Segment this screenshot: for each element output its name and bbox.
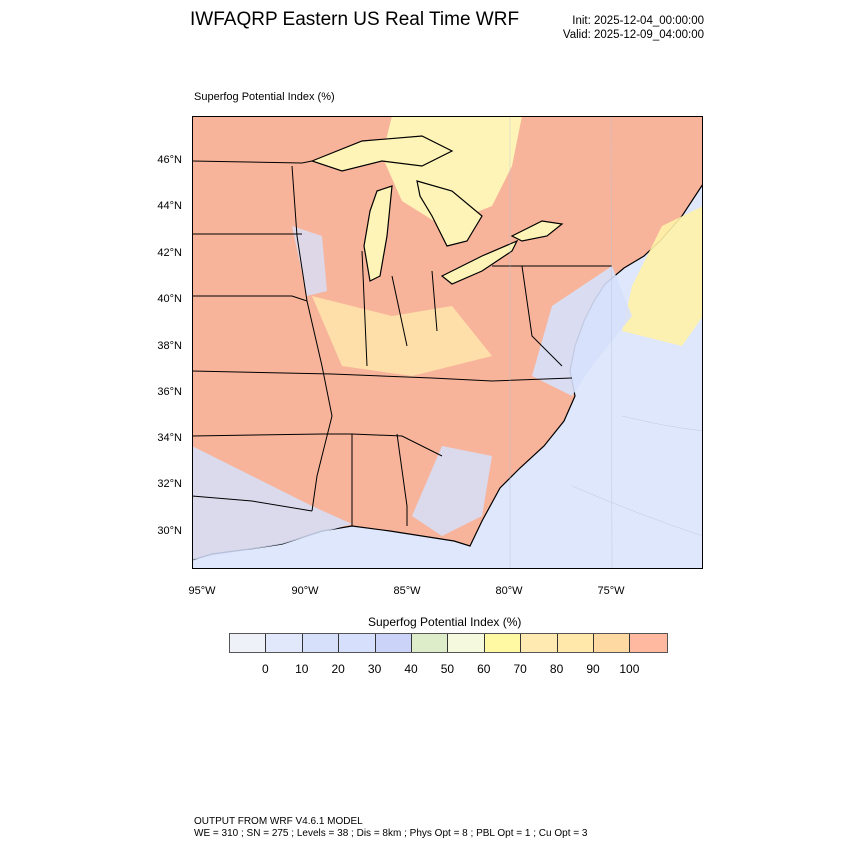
colorbar-box [448,634,485,652]
colorbar-box [593,634,631,652]
colorbar-label: 10 [295,662,309,676]
colorbar-label: 50 [440,662,455,676]
lake-erie [440,239,519,285]
colorbar-label: 100 [619,662,640,676]
footer-line1: OUTPUT FROM WRF V4.6.1 MODEL [194,816,363,827]
lat-label: 36°N [157,386,182,398]
time-info: Init: 2025-12-04_00:00:00 Valid: 2025-12-… [563,14,704,42]
southeast-blue [412,446,492,536]
superfog-map [192,116,703,569]
lat-label: 38°N [157,340,182,352]
colorbar-label: 70 [513,662,527,676]
lake-michigan [363,185,393,282]
colorbar-label: 30 [367,662,382,676]
page-title: IWFAQRP Eastern US Real Time WRF [190,9,520,30]
colorbar-label: 60 [477,662,491,676]
new-england-yellow [622,206,703,346]
lat-label: 40°N [157,293,182,305]
colorbar-box [630,634,667,652]
lon-label: 90°W [291,585,319,597]
colorbar-box [411,634,449,652]
lat-label: 34°N [157,432,182,444]
iowa-blue [292,226,327,296]
lat-label: 30°N [157,525,182,537]
colorbar-box [521,634,558,652]
map-frame [192,116,703,569]
lat-label: 46°N [157,154,182,166]
graticule [509,116,703,569]
colorbar-box [375,634,412,652]
plot-label: Superfog Potential Index (%) [194,91,335,103]
lat-label: 42°N [157,247,182,259]
lake-huron [416,180,483,247]
lake-superior [310,135,454,172]
colorbar-label: 20 [331,662,345,676]
footer-line2: WE = 310 ; SN = 275 ; Levels = 38 ; Dis … [194,828,588,839]
colorbar-label: 0 [262,662,269,676]
lake-ontario [510,220,564,242]
colorbar-box [230,634,267,652]
colorbar-label: 40 [404,662,418,676]
state-borders [192,160,612,526]
midatlantic-blue [532,266,632,396]
colorbar-box [302,634,340,652]
gulf-blue [192,446,352,560]
footer: OUTPUT FROM WRF V4.6.1 MODEL WE = 310 ; S… [194,816,587,840]
lon-label: 80°W [495,585,523,597]
colorbar-box [266,634,303,652]
lat-label: 32°N [157,478,182,490]
colorbar-box [557,634,594,652]
lat-label: 44°N [157,200,182,212]
colorbar-label: 90 [586,662,600,676]
valid-time: Valid: 2025-12-09_04:00:00 [562,29,704,41]
lon-label: 75°W [597,585,625,597]
init-time: Init: 2025-12-04_00:00:00 [572,15,704,27]
colorbar-box [484,634,522,652]
lon-label: 95°W [188,585,216,597]
colorbar [229,633,668,653]
colorbar-label: 80 [549,662,564,676]
colorbar-title: Superfog Potential Index (%) [368,615,522,629]
colorbar-box [339,634,376,652]
midwest-yellow [312,296,492,376]
lon-label: 85°W [393,585,421,597]
